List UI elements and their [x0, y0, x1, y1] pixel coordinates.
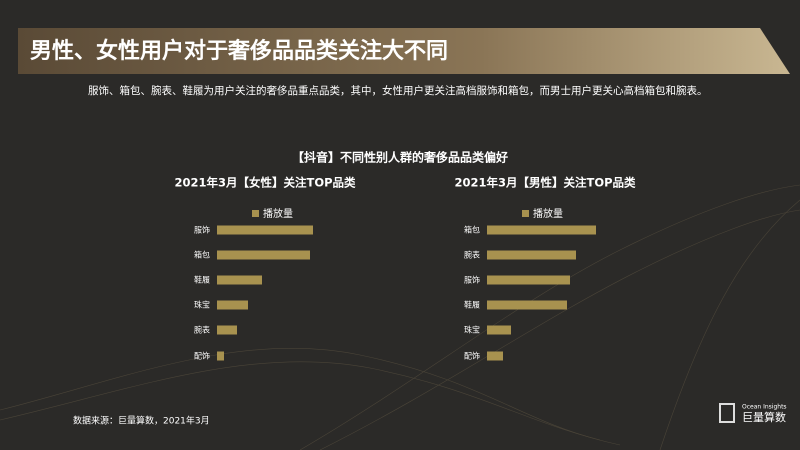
category-label: 腕表: [194, 325, 210, 335]
category-label: 鞋履: [464, 300, 480, 310]
bar: [487, 275, 570, 285]
category-label: 配饰: [464, 351, 480, 361]
category-label: 服饰: [194, 225, 210, 235]
logo: Ocean Insights 巨量算数: [719, 403, 787, 424]
category-label: 腕表: [464, 250, 480, 260]
title: 男性、女性用户对于奢侈品品类关注大不同: [30, 38, 448, 64]
bar: [217, 351, 224, 361]
bar: [487, 300, 567, 310]
bar: [217, 275, 262, 285]
category-label: 珠宝: [464, 325, 480, 335]
legend-label: 播放量: [533, 207, 563, 220]
bar: [487, 250, 576, 260]
legend-swatch: [522, 210, 529, 217]
category-label: 箱包: [464, 225, 480, 235]
decor-mesh: [0, 184, 800, 450]
logo-cn: 巨量算数: [742, 410, 786, 424]
category-label: 箱包: [194, 250, 210, 260]
category-label: 服饰: [464, 275, 480, 285]
chart-title: 2021年3月【男性】关注TOP品类: [454, 176, 636, 190]
category-label: 鞋履: [194, 275, 210, 285]
section-title: 【抖音】不同性别人群的奢侈品品类偏好: [292, 150, 508, 165]
title-bar: [18, 28, 790, 74]
bar: [487, 225, 596, 235]
legend-swatch: [252, 210, 259, 217]
bar: [217, 300, 248, 310]
subtitle: 服饰、箱包、腕表、鞋履为用户关注的奢侈品重点品类，其中，女性用户更关注高档服饰和…: [88, 84, 708, 97]
chart-title: 2021年3月【女性】关注TOP品类: [174, 176, 356, 190]
legend-label: 播放量: [263, 207, 293, 220]
category-label: 配饰: [194, 351, 210, 361]
bar: [217, 325, 237, 335]
source: 数据来源：巨量算数，2021年3月: [73, 415, 210, 427]
category-label: 珠宝: [194, 300, 210, 310]
logo-icon: [719, 403, 735, 423]
bar: [217, 250, 310, 260]
bar: [487, 325, 511, 335]
bar: [487, 351, 503, 361]
bar: [217, 225, 313, 235]
logo-en: Ocean Insights: [742, 404, 787, 411]
